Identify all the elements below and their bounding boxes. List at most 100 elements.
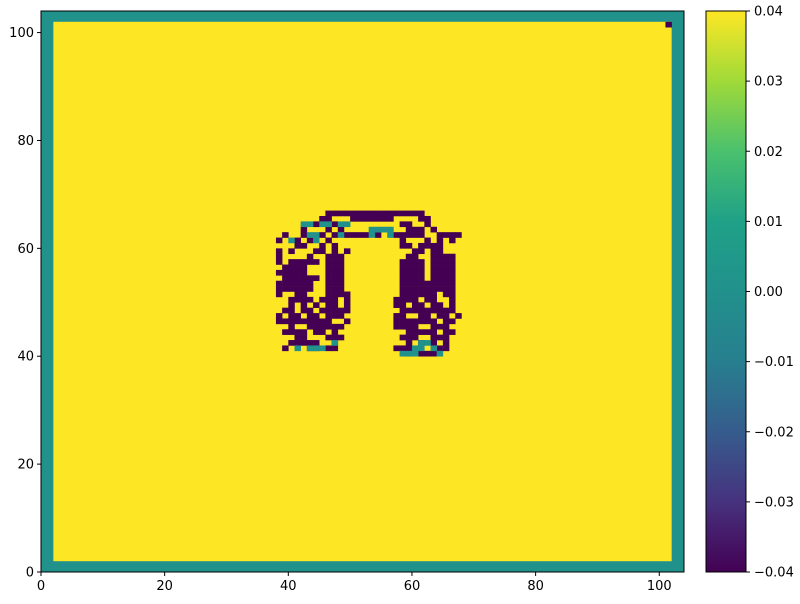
- heatmap-cell-low: [393, 345, 400, 352]
- heatmap-cell-low: [331, 242, 339, 249]
- heatmap-cell-low: [288, 275, 295, 282]
- heatmap-cell-low: [442, 275, 450, 282]
- heatmap-cell-low: [449, 275, 456, 282]
- heatmap-cell-low: [411, 318, 419, 325]
- heatmap-cell-low: [442, 307, 450, 314]
- x-axis: 0 20 40 60 80 100: [37, 572, 672, 594]
- heatmap-cell-low: [405, 286, 413, 292]
- heatmap-cell-low: [411, 323, 419, 330]
- heatmap-cell-low: [449, 237, 456, 244]
- heatmap-cell-low: [436, 237, 444, 244]
- heatmap-cell-low: [343, 210, 351, 217]
- heatmap-cell-low: [436, 275, 444, 282]
- heatmap-cell-zero: [306, 345, 314, 352]
- heatmap-cell-low: [300, 334, 308, 341]
- heatmap-cell-low: [306, 296, 314, 303]
- heatmap-cell-low: [306, 340, 314, 346]
- heatmap-cell-low: [449, 302, 456, 308]
- heatmap-cell-low: [288, 307, 295, 314]
- heatmap-cell-low: [306, 286, 314, 292]
- heatmap-cell-low: [399, 307, 407, 314]
- heatmap-cell-zero: [331, 340, 339, 346]
- heatmap-cell-low: [418, 210, 425, 217]
- heatmap-cell-low: [411, 259, 419, 265]
- heatmap-cell-low: [405, 345, 413, 352]
- colorbar-gradient: [705, 10, 747, 573]
- heatmap-cell-low: [282, 264, 289, 271]
- heatmap-cell-low: [325, 323, 332, 330]
- x-tick-label: 0: [37, 579, 45, 594]
- heatmap-cell-low: [325, 253, 332, 260]
- heatmap-cell-low: [399, 291, 407, 298]
- heatmap-cell-low: [405, 275, 413, 282]
- heatmap-cell-low: [393, 302, 400, 308]
- heatmap-cell-low: [405, 232, 413, 238]
- heatmap-cell-low: [393, 232, 400, 238]
- heatmap-cell-low: [282, 307, 289, 314]
- heatmap-cell-low: [275, 318, 283, 325]
- heatmap-cell-low: [405, 340, 413, 346]
- heatmap-cell-low: [337, 253, 345, 260]
- heatmap-cell-low: [399, 269, 407, 276]
- heatmap-cell-low: [325, 296, 332, 303]
- heatmap-cell-low: [306, 259, 314, 265]
- heatmap-cell-low: [288, 323, 295, 330]
- heatmap-cell-low: [424, 280, 431, 287]
- heatmap-cell-low: [331, 313, 339, 319]
- heatmap-cell-low: [430, 323, 437, 330]
- heatmap-cell-low: [442, 318, 450, 325]
- heatmap-cell-low: [325, 275, 332, 282]
- heatmap-cell-low: [430, 275, 437, 282]
- heatmap-cell-low: [430, 340, 437, 346]
- heatmap-cell-low: [294, 259, 301, 265]
- heatmap-cell-low: [294, 286, 301, 292]
- heatmap-cell-low: [436, 307, 444, 314]
- colorbar-tick-label: 0.03: [754, 75, 783, 90]
- heatmap-cell-low: [319, 232, 326, 238]
- heatmap-cell-low: [313, 302, 320, 308]
- heatmap-cell-low: [449, 318, 456, 325]
- heatmap-cell-low: [275, 253, 283, 260]
- heatmap-cell-low: [399, 275, 407, 282]
- heatmap-cell-low: [405, 221, 413, 228]
- heatmap-cell-low: [411, 291, 419, 298]
- heatmap-cell-zero: [424, 340, 431, 346]
- heatmap-cell-low: [418, 286, 425, 292]
- heatmap-cell-low: [337, 334, 345, 341]
- heatmap-cell-low: [430, 264, 437, 271]
- heatmap-cell-low: [331, 334, 339, 341]
- heatmap-cell-low: [399, 237, 407, 244]
- heatmap-cell-low: [362, 210, 369, 217]
- heatmap-cell-zero: [337, 221, 345, 228]
- heatmap-cell-low: [411, 280, 419, 287]
- heatmap-cell-low: [275, 280, 283, 287]
- heatmap-cell-low: [350, 232, 357, 238]
- heatmap-cell-low: [424, 221, 431, 228]
- heatmap-cell-low: [436, 232, 444, 238]
- heatmap-cell-low: [343, 248, 351, 255]
- heatmap-cell-low: [436, 302, 444, 308]
- heatmap-cell-low: [294, 264, 301, 271]
- heatmap-cell-low: [313, 318, 320, 325]
- heatmap-cell-low: [331, 280, 339, 287]
- heatmap-cell-low: [325, 210, 332, 217]
- heatmap-cell-low: [418, 350, 425, 357]
- heatmap-cell-low: [325, 237, 332, 244]
- heatmap-cell-low: [343, 302, 351, 308]
- heatmap-cell-low: [319, 329, 326, 335]
- heatmap-cell-low: [411, 264, 419, 271]
- heatmap-cell-low: [325, 345, 332, 352]
- heatmap-cell-low: [331, 210, 339, 217]
- heatmap-cell-zero: [387, 226, 394, 233]
- heatmap-cell-low: [313, 329, 320, 335]
- x-tick-label: 80: [527, 579, 544, 594]
- heatmap-cell-low: [306, 318, 314, 325]
- heatmap-cell-low: [337, 307, 345, 314]
- heatmap-cell-low: [362, 232, 369, 238]
- heatmap-cell-low: [325, 215, 332, 222]
- heatmap-cell-low: [294, 269, 301, 276]
- heatmap-cell-low: [381, 215, 388, 222]
- heatmap-cell-low: [325, 286, 332, 292]
- heatmap-cell-low: [411, 248, 419, 255]
